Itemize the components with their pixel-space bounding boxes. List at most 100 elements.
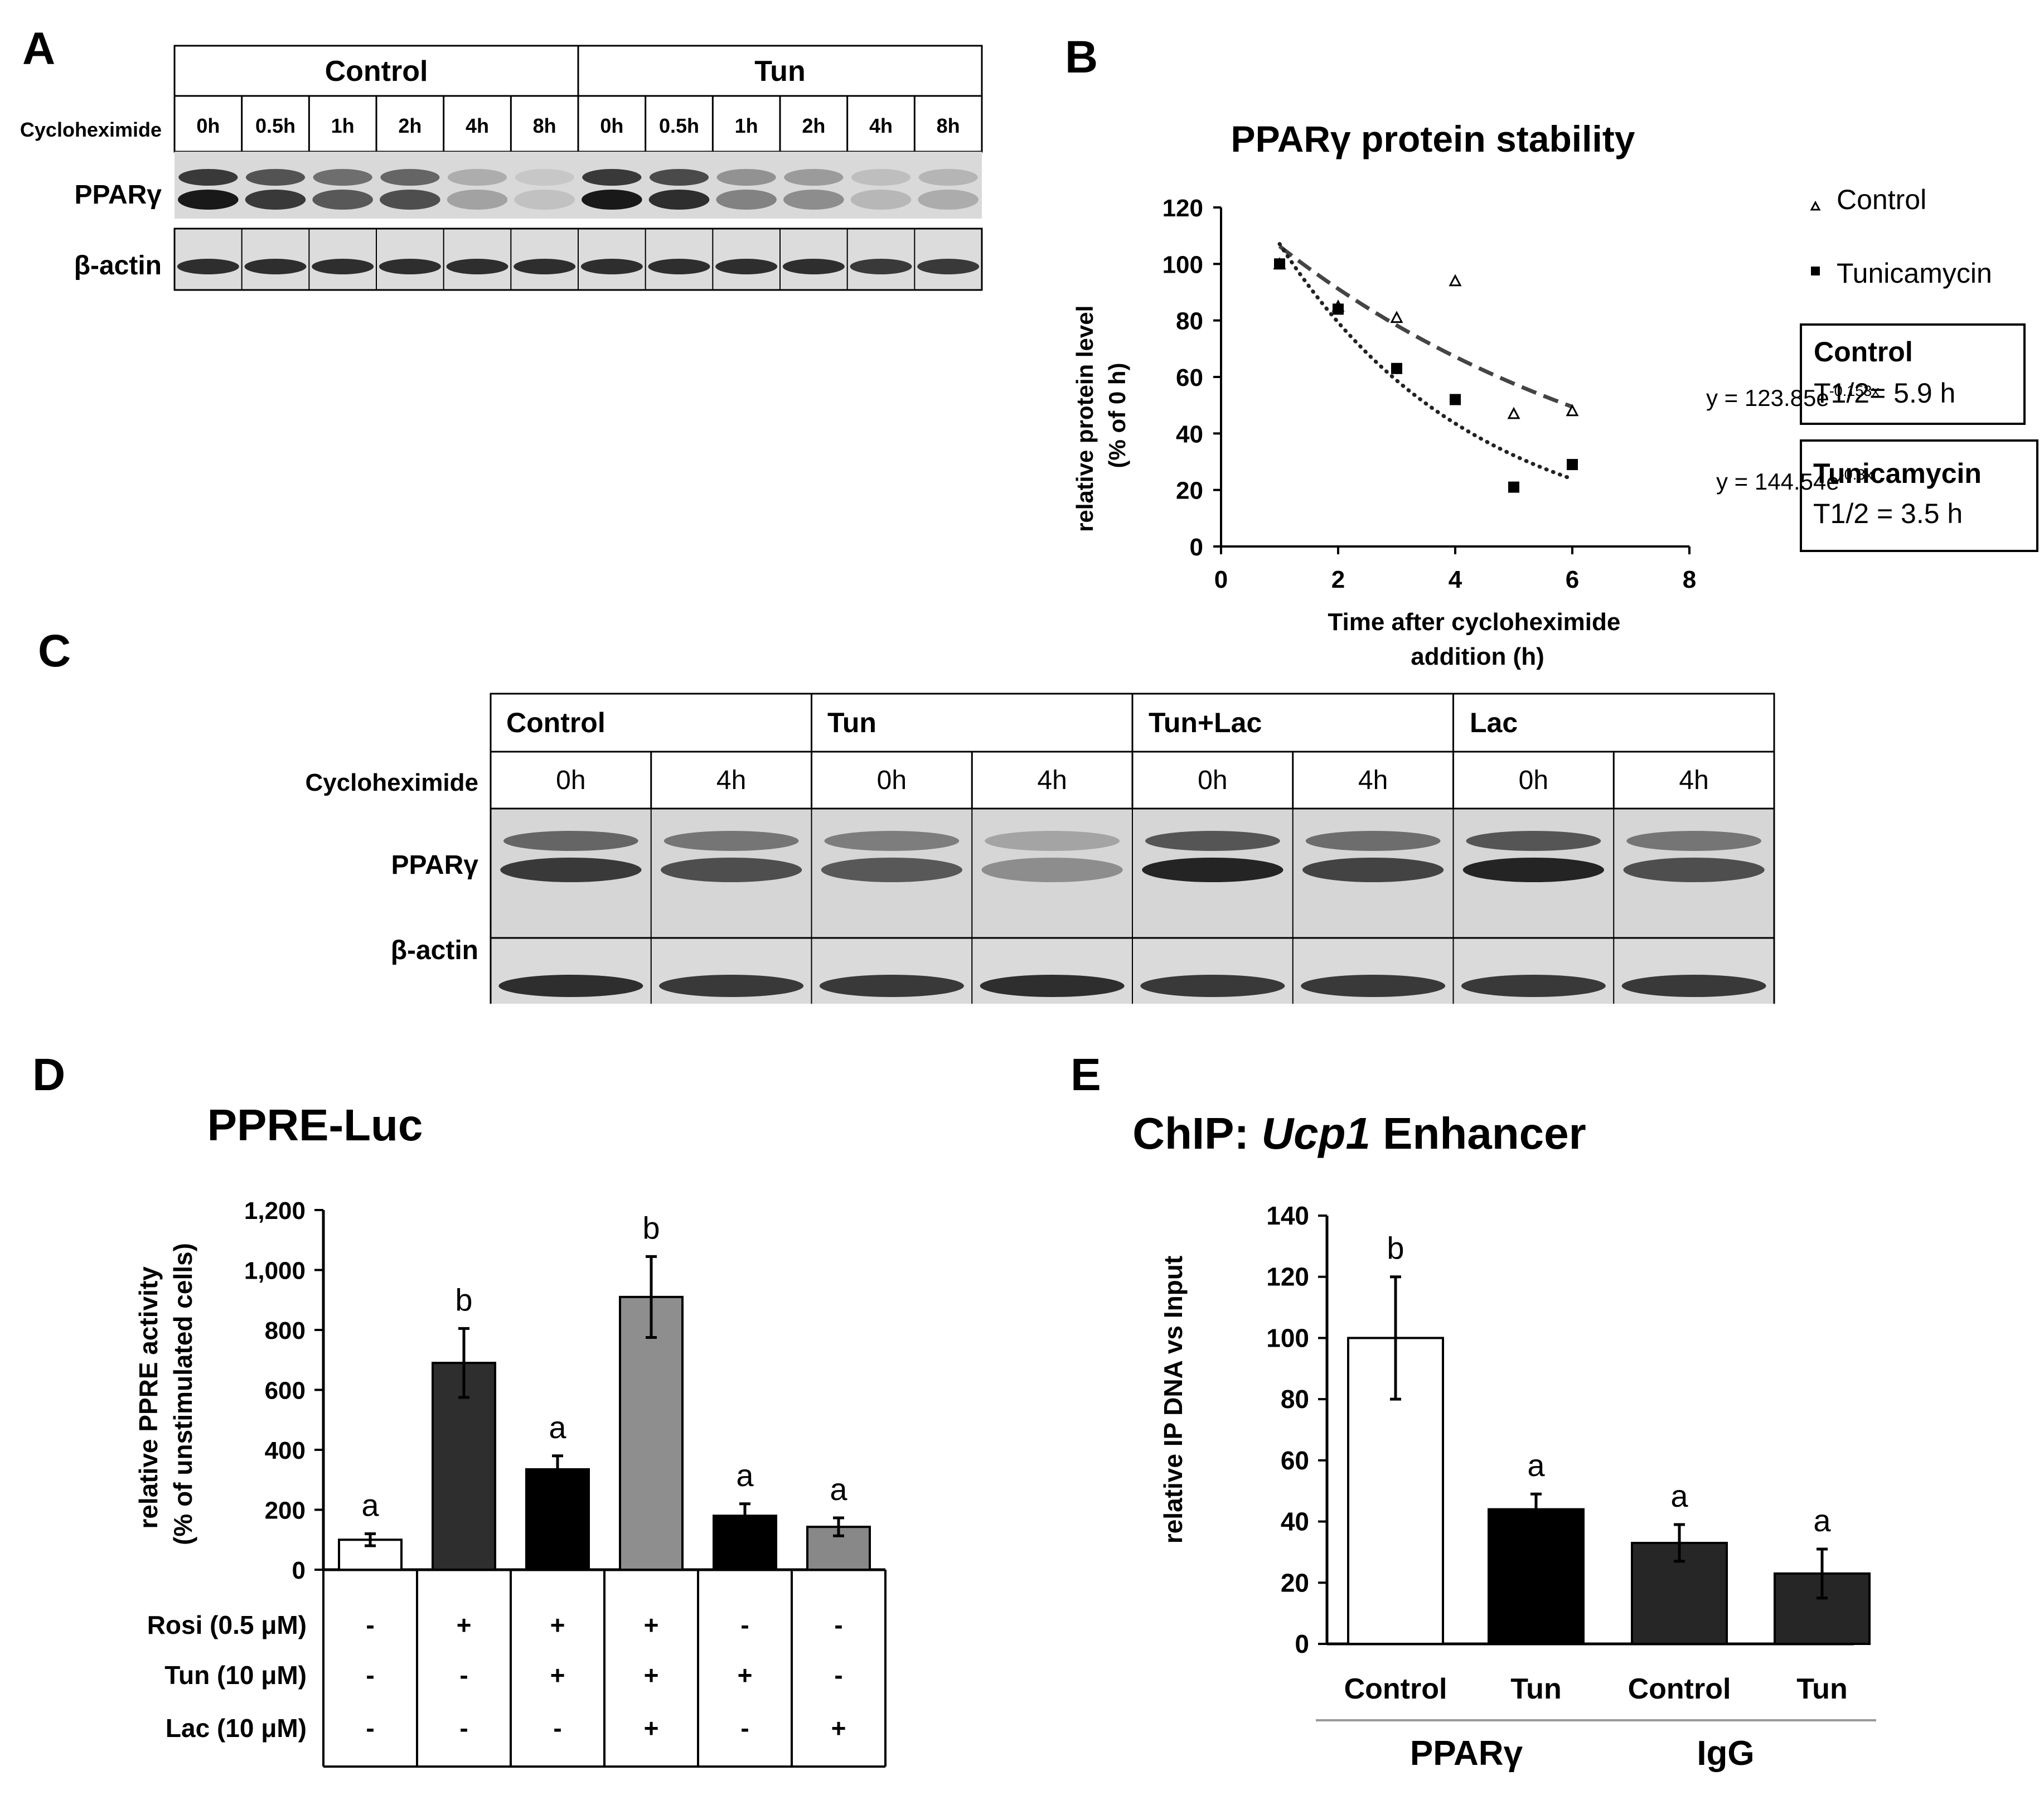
chart-b-point-tunicamycin [1567,459,1578,471]
halflife-tunicamycin-title: Tunicamycin [1813,458,1982,489]
panel-c-svg: C 0h 4h 0h 4h 0h 4h 0h 4h Control Tun Tun+Lac L… [38,626,1775,1028]
blot-c-actin-band [1621,975,1766,997]
blot-c-ppar-band-upper [663,831,799,851]
chart-b-x-tick-label: 8 [1683,566,1696,593]
chart-b-ylabel: relative protein level (% of 0 h) [1072,299,1130,532]
chart-e-y-tick-label: 0 [1295,1629,1309,1658]
chart-d-significance-letter: a [361,1488,379,1523]
chart-b-x-tick-label: 4 [1449,566,1462,593]
blot-c-time-label: 0h [877,766,907,795]
blot-c-actin-band [498,975,643,997]
panel-label-e: E [1071,1049,1101,1100]
chart-b-y-tick-label: 80 [1176,308,1203,335]
blot-a-cycloheximide-label: Cycloheximide [20,118,162,141]
blot-a-ppar-band-lower [850,190,912,210]
chart-b-y-tick-label: 40 [1176,420,1203,448]
blot-a-actin-band [514,259,576,274]
blot-a-time-label: 1h [735,114,758,137]
blot-a-ppar-band-upper [380,169,440,186]
chart-d-title: PPRE-Luc [207,1100,423,1150]
blot-a-lanes: 0h 0.5h 1h 2h 4h 8h 0h 0.5h 1h 2h 4h 8h [173,96,983,291]
blot-a-ppar-band-lower [648,190,710,210]
blot-c-actin-band [1461,975,1606,997]
panel-label-b: B [1065,32,1098,83]
legend-triangle-icon [1810,200,1821,211]
chart-d-y-tick-label: 0 [292,1557,306,1584]
chart-b-fit-equation-control: y = 123.85e-0.153x [1706,383,1880,411]
chart-b-point-control [1449,274,1462,287]
panel-e: E ChIP: Ucp1 Enhancer relative IP DNA vs… [1004,1043,2044,1795]
chart-d-treatment-label: Rosi (0.5 μM) [147,1610,307,1639]
blot-a-ppar-band-lower [918,190,979,210]
blot-a-ppar-band-upper [447,169,507,186]
blot-c-lanes: 0h 4h 0h 4h 0h 4h 0h 4h [490,694,1775,1028]
chart-b-y-tick-label: 0 [1190,534,1203,561]
chart-b-x-tick-label: 0 [1214,566,1228,593]
chart-b-point-control [1507,407,1520,419]
blot-c-actin-band [659,975,804,997]
chart-d-treatment-sign: + [550,1610,565,1639]
blot-c-time-label: 4h [1679,766,1708,795]
chart-d-bar [525,1468,590,1571]
blot-c-group-tun: Tun [827,707,876,738]
blot-c-time-label: 0h [556,766,585,795]
blot-c-ppar-band-upper [824,831,960,851]
panel-b-svg: B 0 20 40 60 80 100 120 0 2 4 6 8 y = 123.85e-0.153x… [1065,32,2038,670]
panel-a-svg: A 0h 0.5h 1h 2h 4h 8h 0h 0.5h 1h 2h 4h 8h Control T… [20,23,983,291]
chart-b-plot: 0 20 40 60 80 100 120 0 2 4 6 8 y = 123.85e-0.153x y … [1163,195,1880,593]
chart-e-category-label: Tun [1796,1673,1847,1705]
chart-b-point-tunicamycin [1391,362,1402,374]
blot-c-actin-band [980,975,1125,997]
blot-a-time-label: 8h [937,114,960,137]
chart-d-treatment-sign: + [738,1661,753,1690]
blot-c-ppar-band-lower [1462,858,1604,882]
chart-e-bar [1488,1508,1585,1646]
blot-a-time-label: 0h [196,114,220,137]
halflife-box-tunicamycin [1800,439,2038,552]
blot-c-ppar-band-lower [981,858,1123,882]
blot-a-time-label: 0.5h [255,114,296,137]
chart-d-treatment-label: Tun (10 μM) [164,1661,307,1690]
blot-a-ppar-band-lower [178,190,239,210]
chart-e-significance-letter: a [1670,1478,1688,1513]
panel-e-svg: E ChIP: Ucp1 Enhancer relative IP DNA vs… [1071,1049,1876,1773]
blot-a-ppar-band-upper [918,169,978,186]
chart-e-plot: 0 20 40 60 80 100 120 140 b Control a Tun a Control a T… [1266,1201,1876,1773]
chart-e-y-tick-label: 120 [1266,1262,1309,1291]
legend-square-icon [1811,267,1820,275]
blot-a-actin-band [244,259,307,274]
blot-c-ppar-label: PPARγ [391,850,479,880]
chart-b-x-tick-label: 6 [1566,566,1579,593]
blot-a-ppar-band-lower [380,190,440,210]
chart-d-bar [619,1295,684,1571]
chart-e-ylabel: relative IP DNA vs Input [1159,1256,1188,1544]
blot-a-time-label: 2h [398,114,422,137]
chart-d-plot: 0 200 400 600 800 1,000 1,200 a b a b a a Rosi (0.5 μ… [147,1197,887,1768]
chart-d-treatment-label: Lac (10 μM) [166,1714,307,1743]
blot-c-ppar-band-upper [985,831,1120,851]
chart-e-group-label: IgG [1697,1734,1754,1773]
chart-e-category-label: Control [1344,1673,1447,1705]
blot-a-time-label: 1h [331,114,355,137]
blot-c-cycloheximide-label: Cycloheximide [305,769,478,796]
blot-a-ppar-band-upper [851,169,911,186]
blot-a-ppar-band-lower [582,190,642,210]
chart-b-y-tick-label: 120 [1163,195,1203,222]
chart-b-point-control [1390,311,1403,323]
blot-c-ppar-band-upper [1466,831,1601,851]
blot-a-time-label: 4h [869,114,893,137]
chart-e-category-label: Tun [1510,1673,1561,1705]
blot-a-time-label: 0.5h [659,114,699,137]
blot-c-time-label: 4h [716,766,746,795]
chart-e-significance-letter: b [1387,1231,1404,1266]
chart-d-treatment-sign: - [459,1714,468,1743]
blot-a-group-tun: Tun [754,55,805,88]
chart-e-y-tick-label: 100 [1266,1323,1309,1352]
chart-b-y-tick-label: 20 [1176,477,1203,505]
chart-e-title: ChIP: Ucp1 Enhancer [1132,1109,1586,1158]
chart-e-y-tick-label: 40 [1281,1507,1309,1536]
blot-a-ppar-band-upper [178,169,238,186]
blot-c-ppar-band-lower [1302,858,1444,882]
blot-a-actin-label: β-actin [74,251,162,280]
